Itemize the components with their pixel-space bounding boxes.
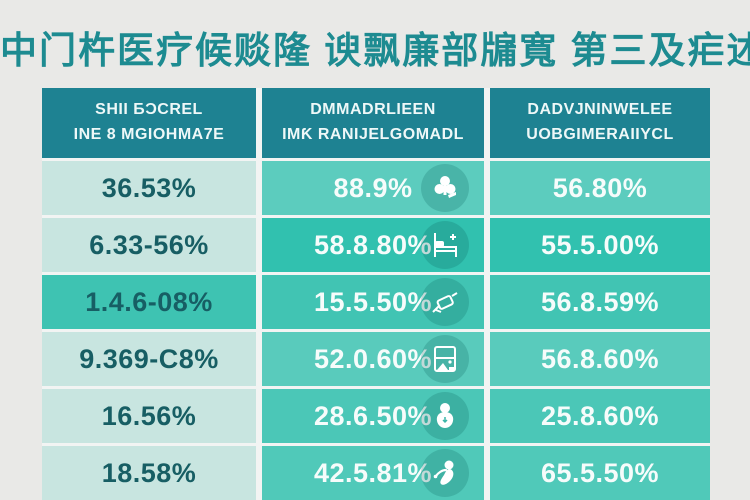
header-line: UOBGIMERAIIYCL [526,126,674,143]
header-line: DADVJNINWELEE [527,101,673,119]
person-care-icon [421,449,469,497]
table-cell: 1.4.6-08% [42,275,256,329]
column-header-3: DADVJNINWELEE UOBGIMERAIIYCL [490,88,710,158]
table-cell: 16.56% [42,389,256,443]
column-header-1: SHII ƂƆCREL INE 8 MGIOHMA7E [42,88,256,158]
table-cell: 58.8.80% [262,218,484,272]
table-cell: 56.80% [490,161,710,215]
hospital-bed-icon [421,221,469,269]
header-line: SHII ƂƆCREL [95,101,203,119]
table-cell: 56.8.60% [490,332,710,386]
table-cell: 65.5.50% [490,446,710,500]
table-cell: 55.5.00% [490,218,710,272]
column-header-2: DMMADRLIEEN IMƘ RANIJELGOMADL [262,88,484,158]
page-title: 中门杵医疗候赕隆 谀飘廉部牖寬 第三及疟述诧 [0,30,750,71]
medical-staff-icon [421,164,469,212]
header-line: INE 8 MGIOHMA7E [73,126,225,143]
table-cell: 56.8.59% [490,275,710,329]
header-line: DMMADRLIEEN [310,101,436,119]
table-cell: 6.33-56% [42,218,256,272]
table-cell: 36.53% [42,161,256,215]
table-cell: 25.8.60% [490,389,710,443]
table-cell: 18.58% [42,446,256,500]
header-line: IMƘ RANIJELGOMADL [282,126,464,143]
table-cell: 9.369-C8% [42,332,256,386]
table-cell: 15.5.50% [262,275,484,329]
medical-device-icon [421,335,469,383]
patient-icon [421,392,469,440]
data-table: SHII ƂƆCREL INE 8 MGIOHMA7E DMMADRLIEEN … [42,88,710,500]
syringe-icon [421,278,469,326]
